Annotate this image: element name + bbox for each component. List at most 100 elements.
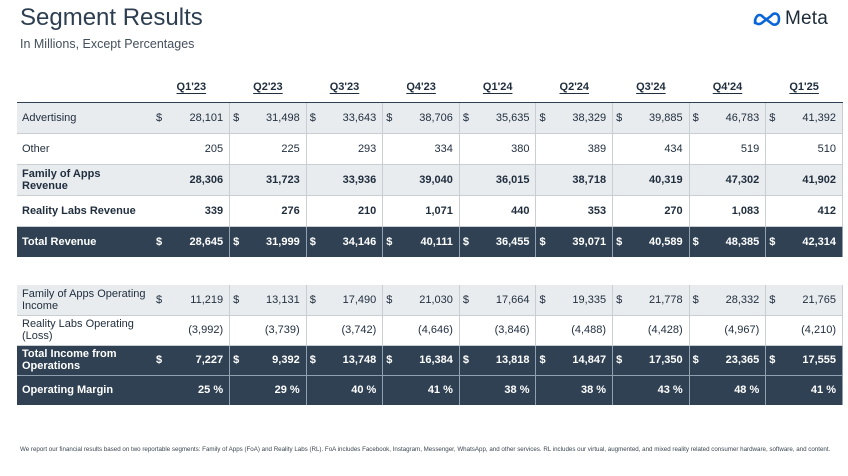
cell-value: 270 <box>664 204 683 217</box>
quarter-label: Q3'24 <box>636 80 666 93</box>
cell-value: 28,101 <box>189 111 224 124</box>
cell-value: 39,071 <box>572 235 607 248</box>
cell-value: 36,455 <box>495 235 530 248</box>
row-label: Family of Apps Operating Income <box>17 285 154 316</box>
value-cell: 519 <box>689 133 767 165</box>
value-cell: (4,967) <box>689 315 767 346</box>
cell-value: 353 <box>587 204 607 217</box>
value-cell: 270 <box>612 195 690 227</box>
currency-symbol: $ <box>769 354 776 366</box>
currency-symbol: $ <box>692 235 699 248</box>
row-label: Reality Labs Revenue <box>17 195 154 227</box>
value-cell: (3,846) <box>459 315 537 346</box>
currency-symbol: $ <box>462 293 470 306</box>
cell-value: 38,718 <box>572 173 607 186</box>
cell-value: 13,818 <box>495 354 530 366</box>
value-cell: (4,210) <box>765 315 843 346</box>
value-cell: $34,146 <box>306 226 384 257</box>
currency-symbol: $ <box>769 293 776 306</box>
cell-value: 42,314 <box>802 235 836 248</box>
row-label: Total Revenue <box>17 226 154 257</box>
value-cell: $17,350 <box>612 345 690 376</box>
quarter-header: Q3'24 <box>612 72 690 103</box>
cell-value: 21,778 <box>649 293 683 306</box>
value-cell: 28,306 <box>153 164 231 196</box>
currency-symbol: $ <box>692 354 699 366</box>
quarter-label: Q4'24 <box>712 80 743 93</box>
value-cell: 440 <box>459 195 537 227</box>
currency-symbol: $ <box>616 354 623 366</box>
value-cell: $35,635 <box>459 102 537 134</box>
currency-symbol: $ <box>233 111 240 124</box>
cell-value: 16,384 <box>419 354 453 366</box>
value-cell: (3,739) <box>229 315 307 346</box>
value-cell: $36,455 <box>459 226 537 257</box>
header-blank <box>17 72 154 103</box>
value-cell: 380 <box>459 133 537 165</box>
value-cell: $40,589 <box>612 226 690 257</box>
cell-value: (4,428) <box>647 324 683 336</box>
cell-value: 17,664 <box>495 293 530 306</box>
cell-value: 48,385 <box>725 235 760 248</box>
value-cell: 434 <box>612 133 690 165</box>
cell-value: 434 <box>664 142 683 155</box>
cell-value: 31,723 <box>266 173 300 186</box>
cell-value: 21,030 <box>419 293 453 306</box>
cell-value: 41,392 <box>802 111 836 124</box>
cell-value: 39,040 <box>419 173 453 186</box>
currency-symbol: $ <box>156 235 163 248</box>
currency-symbol: $ <box>309 293 316 306</box>
revenue-row: Family of Apps Revenue 28,306 31,723 33,936… <box>17 164 843 196</box>
cell-value: (4,646) <box>418 324 453 336</box>
cell-value: 40,111 <box>420 235 453 248</box>
value-cell: 25 % <box>153 375 231 405</box>
value-cell: $31,999 <box>229 226 307 257</box>
value-cell: $46,783 <box>689 102 767 134</box>
quarter-label: Q1'25 <box>789 80 819 93</box>
cell-value: 41 % <box>427 384 453 397</box>
cell-value: 48 % <box>734 384 760 397</box>
cell-value: (3,739) <box>264 324 300 336</box>
value-cell: $40,111 <box>382 226 460 257</box>
value-cell: 276 <box>229 195 307 227</box>
value-cell: $21,765 <box>765 285 843 316</box>
value-cell: $17,555 <box>765 345 843 376</box>
value-cell: 41 % <box>765 375 843 405</box>
value-cell: $21,030 <box>382 285 460 316</box>
currency-symbol: $ <box>156 111 163 124</box>
cell-value: 225 <box>281 142 300 155</box>
quarter-label: Q4'23 <box>406 80 436 93</box>
cell-value: 40 % <box>351 384 377 397</box>
value-cell: $23,365 <box>689 345 767 376</box>
value-cell: 39,040 <box>382 164 460 196</box>
currency-symbol: $ <box>233 354 240 366</box>
value-cell: 334 <box>382 133 460 165</box>
value-cell: 31,723 <box>229 164 307 196</box>
row-label: Total Income from Operations <box>17 345 154 376</box>
quarter-header: Q1'25 <box>765 72 843 103</box>
value-cell: 41,902 <box>765 164 843 196</box>
value-cell: 225 <box>229 133 307 165</box>
value-cell: $16,384 <box>382 345 460 376</box>
currency-symbol: $ <box>386 293 393 306</box>
cell-value: 412 <box>817 204 836 217</box>
row-label: Other <box>17 133 154 165</box>
value-cell: $13,818 <box>459 345 537 376</box>
cell-value: 389 <box>587 142 607 155</box>
cell-value: (4,488) <box>571 324 607 336</box>
currency-symbol: $ <box>309 235 316 248</box>
page-title: Segment Results <box>20 4 203 31</box>
value-cell: 43 % <box>612 375 690 405</box>
page-subtitle: In Millions, Except Percentages <box>20 37 195 51</box>
cell-value: 46,783 <box>725 111 760 124</box>
cell-value: 17,490 <box>342 293 377 306</box>
quarter-header: Q4'23 <box>382 72 460 103</box>
value-cell: $21,778 <box>612 285 690 316</box>
value-cell: 339 <box>153 195 231 227</box>
cell-value: 1,071 <box>425 204 453 217</box>
currency-symbol: $ <box>462 354 470 366</box>
cell-value: (3,846) <box>494 324 530 336</box>
value-cell: $38,329 <box>535 102 614 134</box>
currency-symbol: $ <box>692 293 699 306</box>
currency-symbol: $ <box>233 235 240 248</box>
